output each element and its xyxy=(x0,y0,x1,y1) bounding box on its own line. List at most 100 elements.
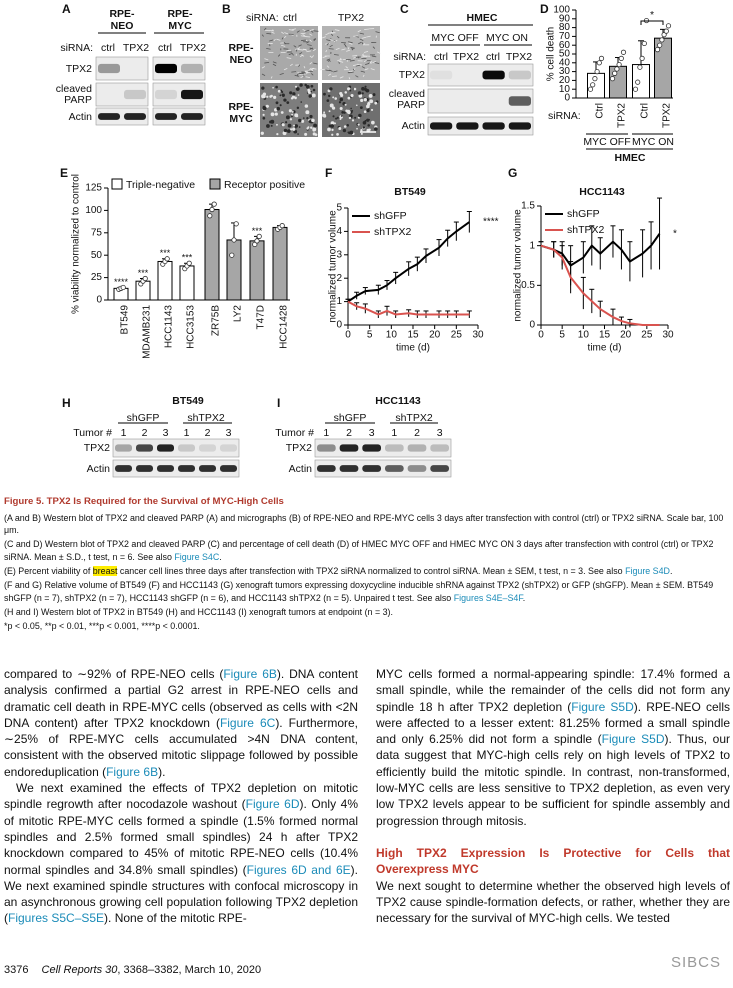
blot-band xyxy=(124,113,146,120)
figure-link[interactable]: Figures S4E–S4F xyxy=(453,592,523,603)
label: MYC ON xyxy=(486,32,528,44)
figure-link[interactable]: Figure S4C xyxy=(174,551,220,562)
texture xyxy=(364,28,370,30)
texture xyxy=(361,66,366,69)
texture xyxy=(364,85,367,88)
texture xyxy=(327,127,331,132)
texture xyxy=(301,73,307,75)
texture xyxy=(329,69,333,72)
blot-band xyxy=(430,465,449,472)
texture xyxy=(348,77,351,80)
x-axis-label: time (d) xyxy=(588,343,622,354)
blot-band xyxy=(508,70,531,80)
texture xyxy=(352,68,355,72)
texture xyxy=(283,68,288,71)
texture xyxy=(366,108,370,113)
texture xyxy=(361,55,366,58)
label: 2 xyxy=(205,427,211,439)
texture xyxy=(330,38,333,42)
blot-band xyxy=(482,122,505,130)
x-tick-label: T47D xyxy=(256,305,267,329)
figure-link[interactable]: Figure S4D xyxy=(625,566,670,577)
figure-link[interactable]: Figure S5D xyxy=(571,699,634,714)
label: MYC xyxy=(229,113,253,125)
figure-link[interactable]: Figure 6B xyxy=(223,667,277,681)
blot-band xyxy=(456,122,479,130)
figure-link[interactable]: Figures 6D and 6E xyxy=(246,862,351,877)
texture xyxy=(322,56,327,59)
texture xyxy=(304,83,307,87)
texture xyxy=(261,73,266,76)
paragraph: MYC cells formed a normal-appearing spin… xyxy=(376,666,730,829)
texture xyxy=(357,29,362,33)
series-line xyxy=(347,221,470,303)
texture xyxy=(294,113,299,118)
figure-link[interactable]: Figure 6B xyxy=(106,764,159,779)
texture xyxy=(349,71,354,74)
x-tick-label: BT549 xyxy=(120,305,131,335)
y-tick-label: 2 xyxy=(336,273,342,284)
data-point xyxy=(142,275,148,282)
texture xyxy=(311,118,315,123)
texture xyxy=(299,52,303,55)
texture xyxy=(334,122,336,125)
texture xyxy=(323,114,327,118)
texture xyxy=(367,124,370,127)
figure-link[interactable]: Figure 6D xyxy=(245,797,300,812)
figure-caption: Figure 5. TPX2 Is Required for the Survi… xyxy=(4,496,729,635)
texture xyxy=(369,99,374,104)
texture xyxy=(325,69,331,72)
texture xyxy=(313,38,317,42)
texture xyxy=(281,90,284,94)
texture xyxy=(370,68,375,71)
paragraph: (E) Percent viability of breast cancer c… xyxy=(4,565,729,578)
texture xyxy=(357,123,360,126)
x-tick-label: Ctrl xyxy=(640,103,651,119)
texture xyxy=(283,98,287,102)
texture xyxy=(302,34,306,37)
texture xyxy=(310,126,313,129)
figure-link[interactable]: Figure 6C xyxy=(219,715,276,730)
texture xyxy=(311,67,315,71)
texture xyxy=(326,99,330,102)
label: Actin xyxy=(402,120,426,132)
data-point xyxy=(587,86,594,92)
label: 1 xyxy=(184,427,190,439)
data-point xyxy=(620,49,627,55)
texture xyxy=(291,110,294,113)
label: 2 xyxy=(142,427,148,439)
texture xyxy=(355,104,358,107)
texture xyxy=(338,101,342,104)
bar xyxy=(204,209,220,301)
blot-band xyxy=(362,465,381,472)
texture xyxy=(349,59,355,62)
y-axis-label: % cell death xyxy=(546,27,557,81)
texture xyxy=(348,70,354,72)
micrograph xyxy=(322,83,380,137)
texture xyxy=(368,93,373,98)
texture xyxy=(329,87,333,91)
texture xyxy=(273,38,276,42)
texture xyxy=(363,59,367,63)
texture xyxy=(374,62,380,64)
texture xyxy=(362,74,365,78)
legend-label: shGFP xyxy=(567,208,600,220)
significance: *** xyxy=(252,226,263,236)
significance: * xyxy=(650,9,654,21)
texture xyxy=(309,39,312,42)
y-tick-label: 1 xyxy=(529,240,535,251)
x-tick-label: ZR75B xyxy=(211,305,222,336)
figure-link[interactable]: Figures S5C–S5E xyxy=(8,911,105,926)
blot xyxy=(427,116,534,136)
texture xyxy=(298,44,302,47)
y-tick-label: 20 xyxy=(559,75,571,86)
data-point xyxy=(641,40,647,47)
texture xyxy=(343,43,346,46)
blot-band xyxy=(317,465,336,472)
blot-band xyxy=(407,444,427,452)
figure-link[interactable]: Figure S5D xyxy=(601,732,665,747)
label: TPX2 xyxy=(453,51,479,63)
x-tick-label: 10 xyxy=(386,330,398,341)
texture xyxy=(302,28,306,32)
